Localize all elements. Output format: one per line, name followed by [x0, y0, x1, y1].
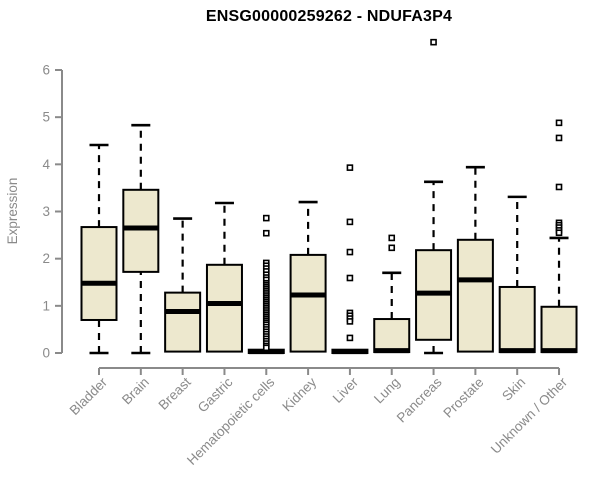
- y-tick-label: 1: [42, 298, 50, 313]
- box-prostate: [456, 238, 494, 353]
- x-category-label: Pancreas: [394, 374, 445, 425]
- outlier-point-hematopoietic-cells: [262, 229, 270, 237]
- box-breast: [164, 291, 202, 353]
- box-unknown-other: [540, 305, 578, 354]
- outlier-point-unknown-other: [555, 183, 563, 191]
- outlier-point-lung: [388, 234, 396, 242]
- x-category-label: Kidney: [279, 374, 319, 414]
- x-category-label: Lung: [371, 375, 403, 407]
- box-lung: [373, 318, 411, 354]
- chart-title: ENSG00000259262 - NDUFA3P4: [205, 8, 453, 25]
- outlier-point-pancreas: [430, 38, 437, 46]
- outlier-point-liver: [346, 334, 354, 342]
- x-category-label: Prostate: [440, 375, 486, 421]
- y-tick-label: 4: [42, 157, 50, 172]
- box-brain: [122, 188, 160, 273]
- x-category-label: Brain: [119, 375, 152, 408]
- outlier-point-liver: [346, 318, 354, 325]
- outlier-point-liver: [346, 274, 354, 282]
- outlier-point-unknown-other: [555, 229, 563, 237]
- y-tick-label: 6: [42, 62, 50, 77]
- x-category-label: Bladder: [67, 374, 111, 418]
- outlier-point-liver: [346, 218, 354, 226]
- y-tick-label: 2: [42, 251, 50, 266]
- box-gastric: [205, 263, 243, 353]
- y-axis-title: Expression: [5, 178, 20, 245]
- y-tick-label: 0: [42, 346, 50, 361]
- x-category-label: Liver: [330, 374, 362, 406]
- outlier-point-liver: [346, 248, 354, 256]
- x-category-label: Breast: [156, 374, 194, 412]
- x-category-label: Gastric: [195, 374, 236, 415]
- outlier-point-lung: [388, 244, 396, 252]
- x-category-label: Unknown / Other: [488, 374, 571, 457]
- x-category-label: Skin: [499, 375, 528, 404]
- outlier-point-unknown-other: [555, 119, 563, 127]
- box-skin: [498, 285, 536, 354]
- box-kidney: [289, 253, 327, 353]
- outlier-point-hematopoietic-cells: [262, 344, 270, 352]
- box-bladder: [80, 226, 118, 321]
- y-tick-label: 3: [42, 204, 50, 219]
- outlier-point-liver: [346, 164, 354, 171]
- outlier-point-hematopoietic-cells: [262, 214, 270, 222]
- y-tick-label: 5: [42, 110, 50, 125]
- outlier-point-unknown-other: [555, 134, 563, 142]
